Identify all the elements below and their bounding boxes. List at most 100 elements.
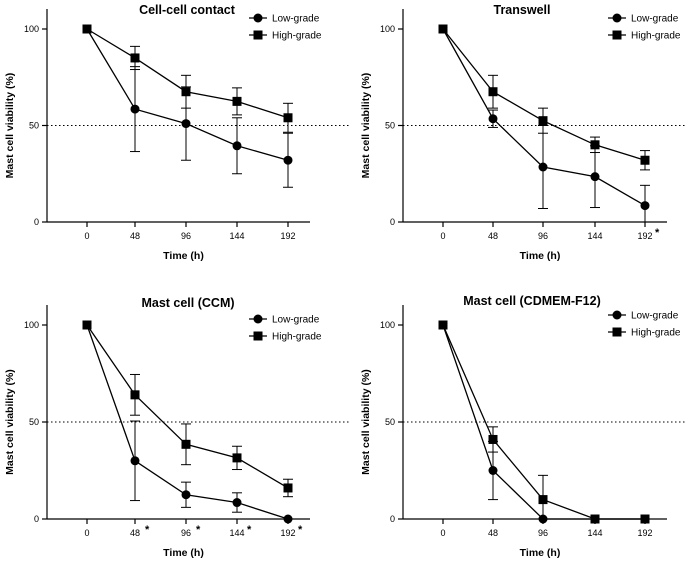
x-tick-label: 0 xyxy=(440,231,445,241)
data-point-circle xyxy=(538,162,548,172)
y-tick-label: 100 xyxy=(380,320,395,330)
series-low-grade xyxy=(438,24,650,223)
y-tick-label: 50 xyxy=(29,121,39,131)
data-point-square xyxy=(538,495,548,505)
data-point-circle xyxy=(590,172,600,182)
legend-item-high-grade: High-grade xyxy=(249,331,322,343)
chart-panel-4: Mast cell (CDMEM-F12) 0 50 100 0 48 96 144 192 Ti… xyxy=(360,294,685,559)
x-tick-label: 0 xyxy=(84,231,89,241)
legend-label: Low-grade xyxy=(631,14,679,25)
chart-title: Mast cell (CCM) xyxy=(141,296,234,310)
x-axis-label: Time (h) xyxy=(520,250,561,262)
data-point-square xyxy=(283,483,293,493)
y-tick-label: 100 xyxy=(24,320,39,330)
data-point-square xyxy=(538,116,548,126)
data-point-circle xyxy=(488,466,498,475)
legend-marker-circle xyxy=(612,13,622,23)
significance-star: * xyxy=(298,524,303,536)
series-low-grade xyxy=(82,24,293,188)
data-point-square xyxy=(232,96,242,106)
data-point-square xyxy=(130,53,140,63)
y-tick-label: 0 xyxy=(34,217,39,227)
chart-title: Transwell xyxy=(494,3,551,17)
data-point-square xyxy=(438,24,448,34)
chart-title: Mast cell (CDMEM-F12) xyxy=(463,294,601,308)
x-tick-label: 48 xyxy=(488,528,498,538)
x-tick-label: 0 xyxy=(440,528,445,538)
significance-star: * xyxy=(247,524,252,536)
legend-marker-square xyxy=(612,327,622,337)
data-point-square xyxy=(488,87,498,97)
data-point-circle xyxy=(283,514,293,524)
x-tick-label: 96 xyxy=(181,231,191,241)
y-tick-label: 100 xyxy=(24,24,39,34)
x-tick-label: 48 xyxy=(130,528,140,538)
y-axis-label: Mast cell viability (%) xyxy=(4,73,16,179)
data-point-square xyxy=(640,514,650,524)
data-point-square xyxy=(283,113,293,123)
x-tick-label: 144 xyxy=(229,528,244,538)
y-axis-label: Mast cell viability (%) xyxy=(4,369,16,475)
data-point-square xyxy=(438,320,448,330)
series-high-grade xyxy=(438,24,650,171)
legend-marker-square xyxy=(253,331,263,341)
legend-marker-circle xyxy=(253,13,263,23)
data-point-square xyxy=(181,87,191,97)
legend-item-low-grade: Low-grade xyxy=(608,310,679,322)
x-axis-label: Time (h) xyxy=(163,250,204,262)
data-point-circle xyxy=(488,114,498,124)
series-line xyxy=(86,28,289,119)
legend-label: Low-grade xyxy=(272,315,320,326)
data-point-circle xyxy=(283,155,293,165)
y-axis-label: Mast cell viability (%) xyxy=(360,73,372,179)
data-point-square xyxy=(488,434,498,444)
x-tick-label: 144 xyxy=(587,528,602,538)
chart-panel-2: Transwell 0 50 100 0 48 96 144 192 * Time (h) Mast … xyxy=(360,3,685,262)
series-line xyxy=(86,324,289,489)
x-tick-label: 192 xyxy=(280,528,295,538)
legend-label: Low-grade xyxy=(272,14,320,25)
series-line xyxy=(442,28,646,161)
x-tick-label: 0 xyxy=(84,528,89,538)
data-point-square xyxy=(82,24,92,34)
y-tick-label: 50 xyxy=(29,417,39,427)
legend-marker-circle xyxy=(253,314,263,324)
y-tick-label: 100 xyxy=(380,24,395,34)
data-point-square xyxy=(82,320,92,330)
legend-item-high-grade: High-grade xyxy=(608,30,681,42)
series-high-grade xyxy=(82,320,293,498)
series-high-grade xyxy=(82,24,293,133)
data-point-circle xyxy=(181,119,191,129)
x-tick-label: 192 xyxy=(637,528,652,538)
x-tick-label: 96 xyxy=(538,528,548,538)
data-point-circle xyxy=(130,456,140,466)
legend-marker-circle xyxy=(612,310,622,320)
y-tick-label: 0 xyxy=(390,217,395,227)
significance-star: * xyxy=(145,524,150,536)
data-point-square xyxy=(181,439,191,449)
data-point-circle xyxy=(232,141,242,151)
legend-label: High-grade xyxy=(631,31,681,42)
chart-title: Cell-cell contact xyxy=(139,3,236,17)
x-axis-label: Time (h) xyxy=(163,547,204,559)
legend-item-low-grade: Low-grade xyxy=(608,13,679,25)
x-tick-label: 144 xyxy=(229,231,244,241)
data-point-circle xyxy=(640,201,650,211)
x-tick-label: 144 xyxy=(587,231,602,241)
x-tick-label: 48 xyxy=(488,231,498,241)
data-point-circle xyxy=(130,104,140,114)
y-tick-label: 0 xyxy=(34,514,39,524)
legend-item-high-grade: High-grade xyxy=(249,30,322,42)
legend-label: High-grade xyxy=(272,332,322,343)
chart-panel-1: Cell-cell contact 0 50 100 0 48 96 144 192 Time (… xyxy=(4,3,349,262)
x-tick-label: 96 xyxy=(181,528,191,538)
y-tick-label: 50 xyxy=(385,417,395,427)
legend-item-low-grade: Low-grade xyxy=(249,13,320,25)
significance-star: * xyxy=(655,227,660,239)
data-point-square xyxy=(590,514,600,524)
legend-label: High-grade xyxy=(631,328,681,339)
legend-item-high-grade: High-grade xyxy=(608,327,681,339)
y-tick-label: 0 xyxy=(390,514,395,524)
